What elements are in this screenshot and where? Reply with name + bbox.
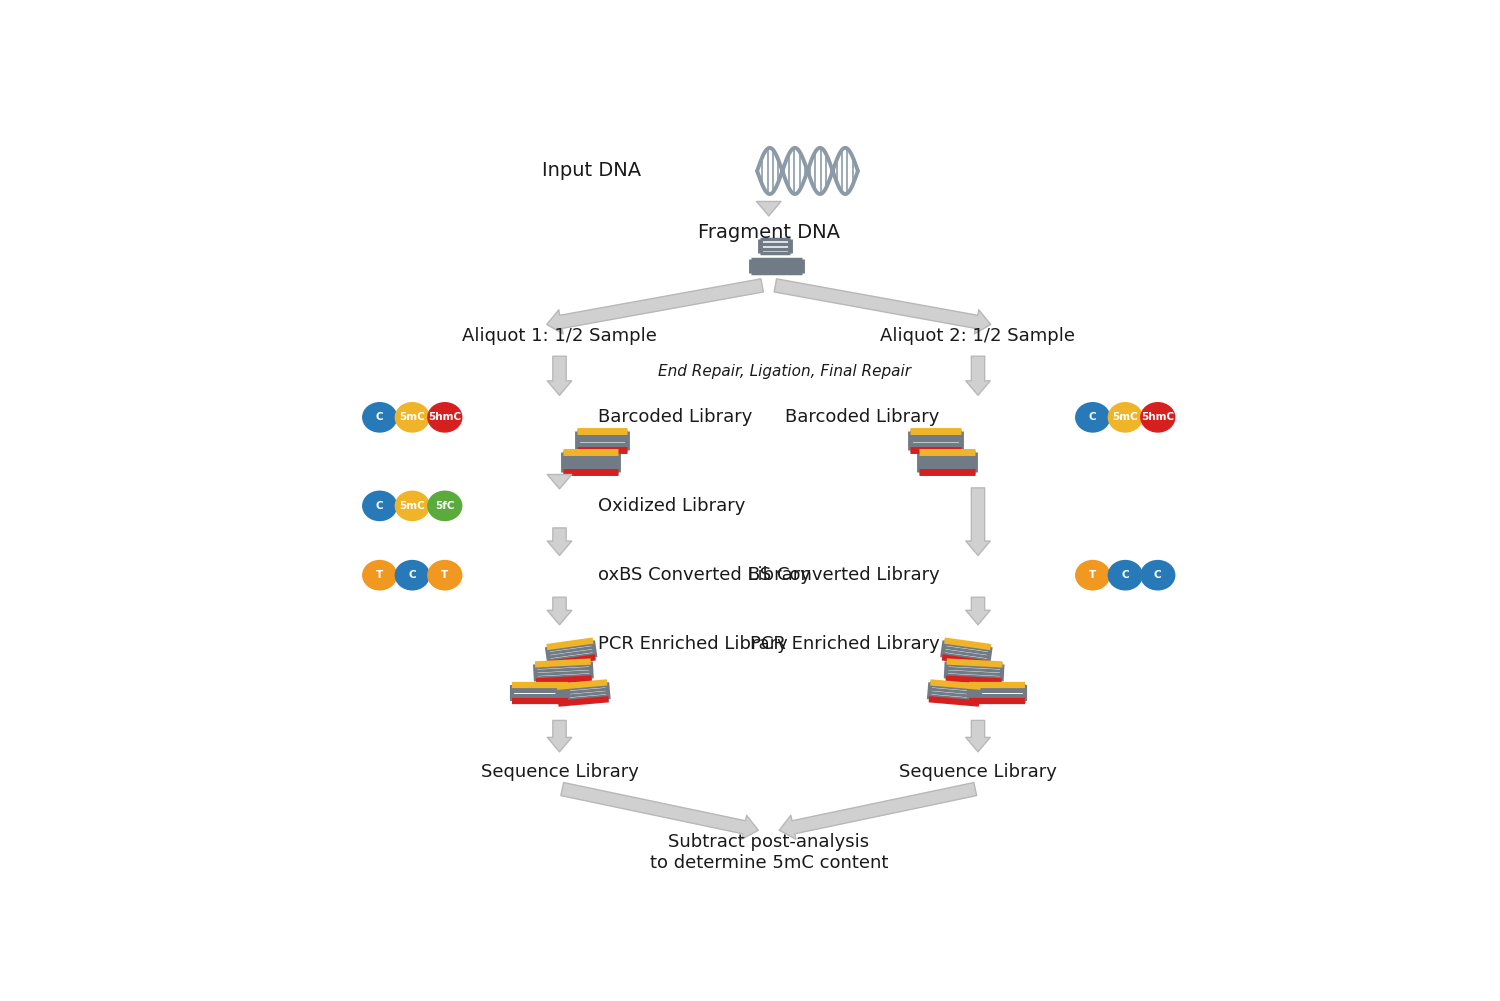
Text: Subtract post-analysis
to determine 5mC content: Subtract post-analysis to determine 5mC … — [650, 833, 888, 872]
Ellipse shape — [363, 491, 396, 521]
Text: T: T — [376, 571, 384, 581]
Text: Aliquot 2: 1/2 Sample: Aliquot 2: 1/2 Sample — [880, 327, 1076, 345]
Text: C: C — [1089, 412, 1096, 422]
Bar — [366, 574, 369, 577]
Text: C: C — [1122, 571, 1130, 581]
Ellipse shape — [1076, 402, 1110, 432]
Bar — [456, 505, 459, 508]
Text: 5fC: 5fC — [435, 500, 454, 511]
Ellipse shape — [1076, 561, 1110, 590]
Ellipse shape — [1142, 561, 1174, 590]
Bar — [1078, 574, 1082, 577]
Ellipse shape — [427, 561, 462, 590]
Text: 5mC: 5mC — [399, 412, 424, 422]
Text: 5mC: 5mC — [1113, 412, 1138, 422]
Ellipse shape — [1108, 402, 1142, 432]
Ellipse shape — [363, 561, 396, 590]
Bar — [456, 574, 459, 577]
Text: Barcoded Library: Barcoded Library — [784, 408, 939, 426]
Ellipse shape — [396, 491, 429, 521]
Ellipse shape — [1108, 561, 1142, 590]
Text: 5hmC: 5hmC — [1142, 412, 1174, 422]
Text: PCR Enriched Library: PCR Enriched Library — [750, 636, 939, 654]
Text: oxBS Converted Library: oxBS Converted Library — [598, 567, 812, 585]
Bar — [456, 415, 459, 419]
Bar — [1078, 415, 1082, 419]
Ellipse shape — [427, 491, 462, 521]
Bar — [1168, 574, 1172, 577]
Text: Sequence Library: Sequence Library — [898, 763, 1058, 781]
Ellipse shape — [363, 402, 396, 432]
Bar — [366, 505, 369, 508]
Text: BS Converted Library: BS Converted Library — [747, 567, 939, 585]
Text: C: C — [376, 500, 384, 511]
Text: Aliquot 1: 1/2 Sample: Aliquot 1: 1/2 Sample — [462, 327, 657, 345]
Text: Barcoded Library: Barcoded Library — [598, 408, 753, 426]
Ellipse shape — [396, 402, 429, 432]
Text: End Repair, Ligation, Final Repair: End Repair, Ligation, Final Repair — [657, 363, 910, 378]
Text: Oxidized Library: Oxidized Library — [598, 496, 746, 515]
Text: C: C — [408, 571, 416, 581]
Text: 5mC: 5mC — [399, 500, 424, 511]
Text: Sequence Library: Sequence Library — [480, 763, 639, 781]
Bar — [1168, 415, 1172, 419]
Bar — [366, 415, 369, 419]
Text: C: C — [1154, 571, 1161, 581]
Text: Fragment DNA: Fragment DNA — [698, 223, 840, 242]
Text: PCR Enriched Library: PCR Enriched Library — [598, 636, 788, 654]
Ellipse shape — [1142, 402, 1174, 432]
Ellipse shape — [396, 561, 429, 590]
Text: T: T — [441, 571, 448, 581]
Text: T: T — [1089, 571, 1096, 581]
Ellipse shape — [427, 402, 462, 432]
Text: 5hmC: 5hmC — [427, 412, 462, 422]
Text: C: C — [376, 412, 384, 422]
Text: Input DNA: Input DNA — [542, 161, 640, 180]
